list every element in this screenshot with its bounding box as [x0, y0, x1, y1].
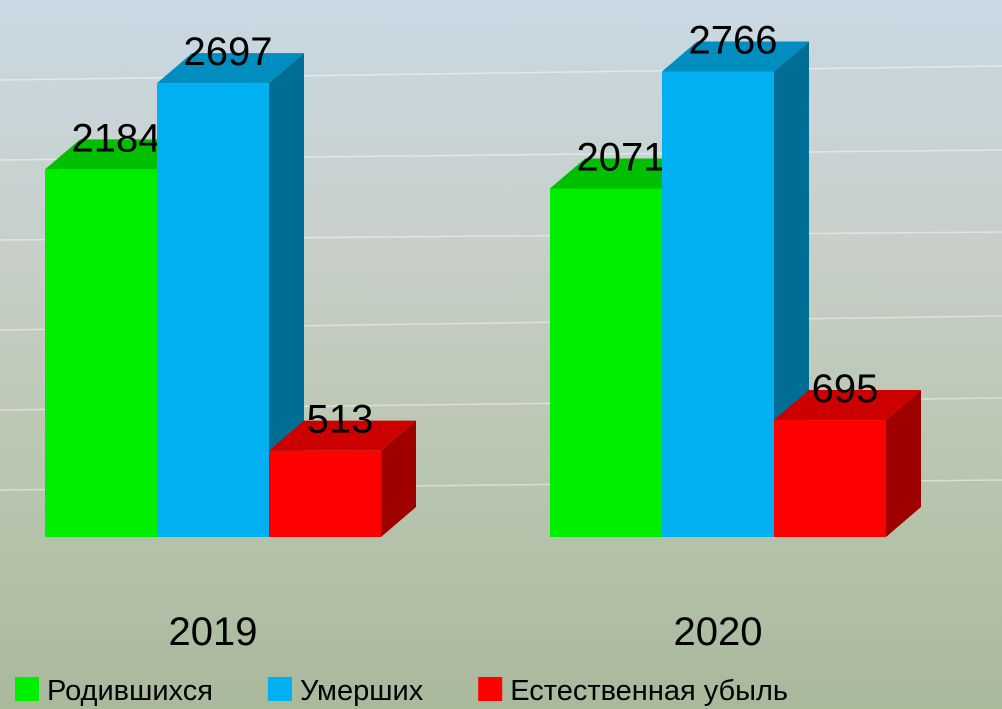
legend-label: Умерших	[300, 675, 424, 707]
legend-swatch	[478, 677, 502, 701]
legend-label: Естественная убыль	[510, 675, 788, 707]
value-label: 2766	[689, 18, 778, 62]
bar	[662, 71, 774, 537]
value-label: 695	[812, 367, 879, 411]
category-label: 2019	[169, 610, 258, 654]
bar	[157, 83, 269, 537]
bar	[550, 188, 662, 537]
chart: 2184 2697 513 2019 2071 2766 695 2020 Родившихся…	[0, 0, 1002, 709]
legend-swatch	[268, 677, 292, 701]
legend-label: Родившихся	[47, 675, 213, 707]
category-label: 2020	[674, 610, 763, 654]
bar	[269, 451, 381, 537]
value-label: 2071	[577, 135, 666, 179]
bar	[774, 420, 886, 537]
value-label: 2184	[72, 116, 161, 160]
value-label: 513	[307, 398, 374, 442]
bar	[45, 169, 157, 537]
value-label: 2697	[184, 30, 273, 74]
legend-swatch	[15, 677, 39, 701]
